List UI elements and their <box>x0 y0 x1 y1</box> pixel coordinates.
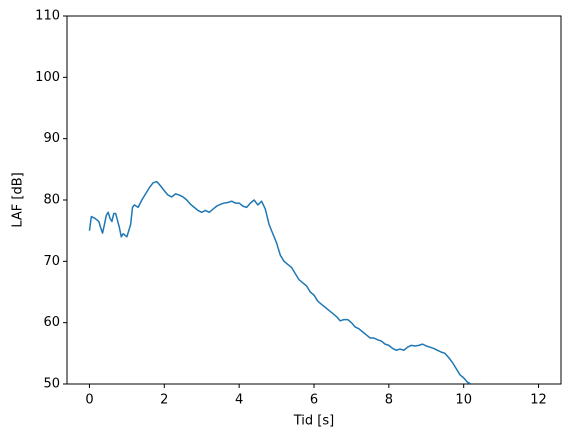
y-tick-label: 80 <box>43 193 60 208</box>
x-tick-label: 4 <box>235 393 243 408</box>
y-axis-label: LAF [dB] <box>11 172 26 227</box>
y-tick-label: 110 <box>35 9 60 24</box>
y-tick-label: 100 <box>35 70 60 85</box>
y-tick-label: 60 <box>43 315 60 330</box>
x-tick-label: 0 <box>85 393 93 408</box>
x-tick-label: 12 <box>530 393 547 408</box>
y-tick-label: 90 <box>43 131 60 146</box>
y-tick-label: 70 <box>43 254 60 269</box>
x-axis-label: Tid [s] <box>293 414 334 429</box>
x-tick-label: 6 <box>310 393 318 408</box>
x-tick-label: 8 <box>385 393 393 408</box>
y-tick-label: 50 <box>43 377 60 392</box>
data-line <box>88 180 472 384</box>
x-tick-label: 2 <box>160 393 168 408</box>
x-tick-label: 10 <box>455 393 472 408</box>
